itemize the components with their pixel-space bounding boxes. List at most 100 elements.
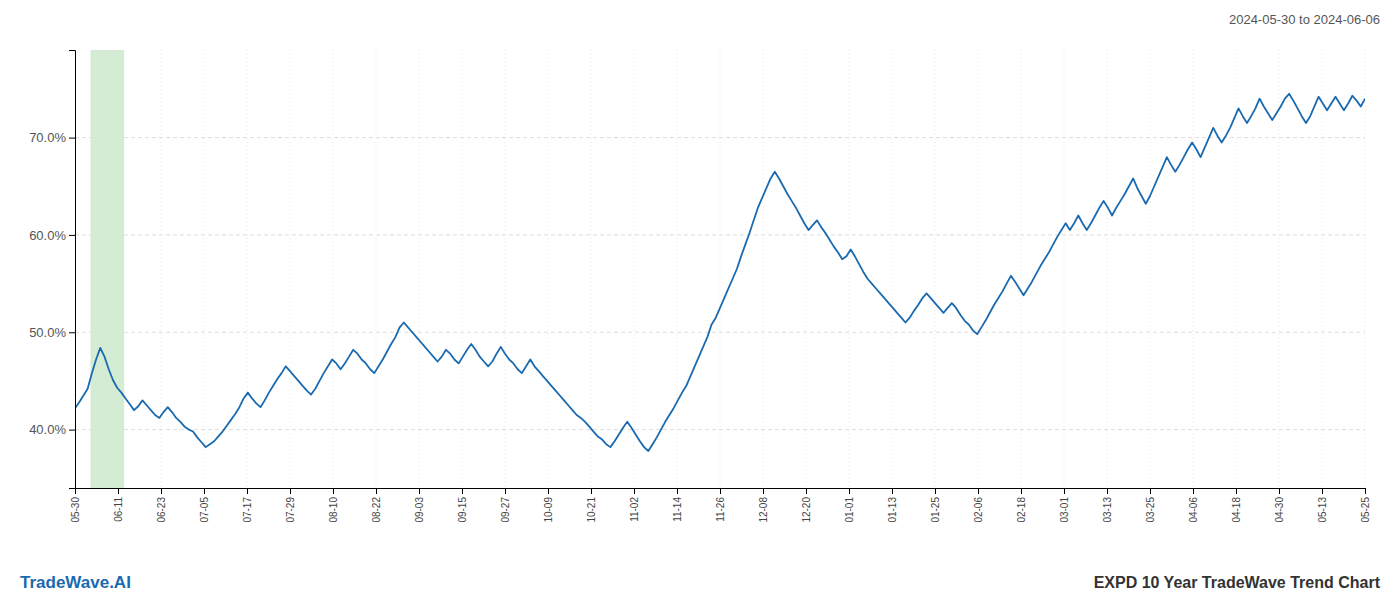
grid-line [462,50,463,488]
tick-label: 01-13 [887,497,898,523]
tick: 07-17 [242,488,253,523]
tick-label: 08-10 [328,497,339,523]
tick-label: 01-25 [930,497,941,523]
tick-mark [935,488,936,494]
tick: 09-03 [414,488,425,523]
tick-label: 12-08 [758,497,769,523]
tick-label: 07-05 [199,497,210,523]
tick-mark [1236,488,1237,494]
grid-line [1279,50,1280,488]
tick-label: 08-22 [371,497,382,523]
grid-line [1150,50,1151,488]
tick-label: 10-09 [543,497,554,523]
tick: 12-08 [758,488,769,523]
tick-mark [1322,488,1323,494]
tick: 01-13 [887,488,898,523]
tick-mark [892,488,893,494]
tick-mark [1150,488,1151,494]
tick-label: 05-13 [1317,497,1328,523]
grid-line [1365,50,1366,488]
tick: 05-13 [1317,488,1328,523]
tick-mark [75,488,76,494]
tick-mark [1107,488,1108,494]
tick: 10-21 [586,488,597,523]
tick-label: 04-06 [1188,497,1199,523]
grid-line [419,50,420,488]
tick-label: 09-03 [414,497,425,523]
highlight-region [91,50,125,488]
annotation: TradeWave.AI [20,573,131,592]
axis-line [69,51,76,489]
grid-line [892,50,893,488]
tick: 01-25 [930,488,941,523]
grid-line [806,50,807,488]
tick: 70.0% [29,130,75,145]
grid-line [505,50,506,488]
grid-line [75,137,1365,138]
tick-label: 07-29 [285,497,296,523]
tick-mark [462,488,463,494]
tick-mark [204,488,205,494]
tick-label: 11-26 [715,497,726,522]
tick: 08-22 [371,488,382,523]
grid-line [677,50,678,488]
tick-mark [677,488,678,494]
tick-mark [333,488,334,494]
tick-label: 03-13 [1102,497,1113,523]
tick-label: 02-18 [1016,497,1027,523]
tick: 07-29 [285,488,296,523]
grid-line [1107,50,1108,488]
grid-line [1021,50,1022,488]
tick-label: 09-15 [457,497,468,523]
tick-mark [1021,488,1022,494]
grid-line [290,50,291,488]
chart: 40.0%50.0%60.0%70.0%05-3006-1106-2307-05… [0,0,1400,600]
x-axis: 05-3006-1106-2307-0507-1707-2908-1008-22… [70,488,1371,523]
grid [75,50,1365,488]
grid-line [849,50,850,488]
tick: 02-18 [1016,488,1027,523]
tick-mark [247,488,248,494]
tick: 11-26 [715,488,726,522]
tick-mark [1365,488,1366,494]
tick-label: 11-14 [672,497,683,522]
tick: 04-30 [1274,488,1285,523]
tick: 60.0% [29,228,75,243]
subtitle: 2024-05-30 to 2024-06-06 [1229,12,1380,27]
tick-mark [419,488,420,494]
plot-area: 40.0%50.0%60.0%70.0%05-3006-1106-2307-05… [29,50,1371,523]
grid-line [634,50,635,488]
grid-line [161,50,162,488]
tick-mark [69,235,75,236]
tick-label: 50.0% [29,325,66,340]
tick: 03-01 [1059,488,1070,523]
tick-mark [161,488,162,494]
tick: 09-27 [500,488,511,523]
tick-label: 70.0% [29,130,66,145]
tick-label: 03-01 [1059,497,1070,523]
tick: 08-10 [328,488,339,523]
tick-mark [1064,488,1065,494]
tick-mark [849,488,850,494]
tick-label: 03-25 [1145,497,1156,523]
tick-label: 12-20 [801,497,812,523]
tick: 06-23 [156,488,167,523]
tick: 03-13 [1102,488,1113,523]
tick: 50.0% [29,325,75,340]
tick-label: 04-18 [1231,497,1242,523]
tick-label: 01-01 [844,497,855,523]
tick-mark [591,488,592,494]
y-axis: 40.0%50.0%60.0%70.0% [29,51,75,489]
grid-line [1193,50,1194,488]
tick-label: 10-21 [586,497,597,523]
tick-mark [1279,488,1280,494]
grid-line [763,50,764,488]
tick: 10-09 [543,488,554,523]
tick-label: 05-30 [70,497,81,523]
tick-label: 09-27 [500,497,511,523]
tick-label: 02-06 [973,497,984,523]
marks [75,50,1365,488]
grid-line [720,50,721,488]
tick-mark [720,488,721,494]
tick: 04-06 [1188,488,1199,523]
